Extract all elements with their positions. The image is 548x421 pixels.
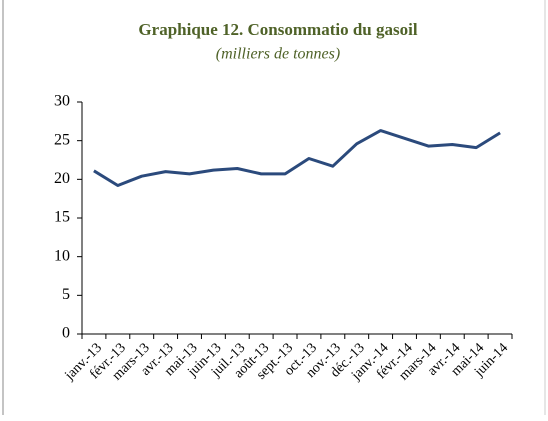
y-tick-label: 15 <box>54 209 70 226</box>
chart-subtitle: (milliers de tonnes) <box>216 46 340 63</box>
y-tick-label: 20 <box>54 170 70 187</box>
data-line <box>93 129 501 187</box>
y-tick-label: 5 <box>62 286 70 303</box>
chart-title: Graphique 12. Consommatio du gasoil <box>138 20 417 39</box>
y-tick-label: 30 <box>54 93 70 110</box>
y-tick-label: 0 <box>62 325 70 342</box>
y-tick-label: 10 <box>54 247 70 264</box>
y-tick-label: 25 <box>54 131 70 148</box>
